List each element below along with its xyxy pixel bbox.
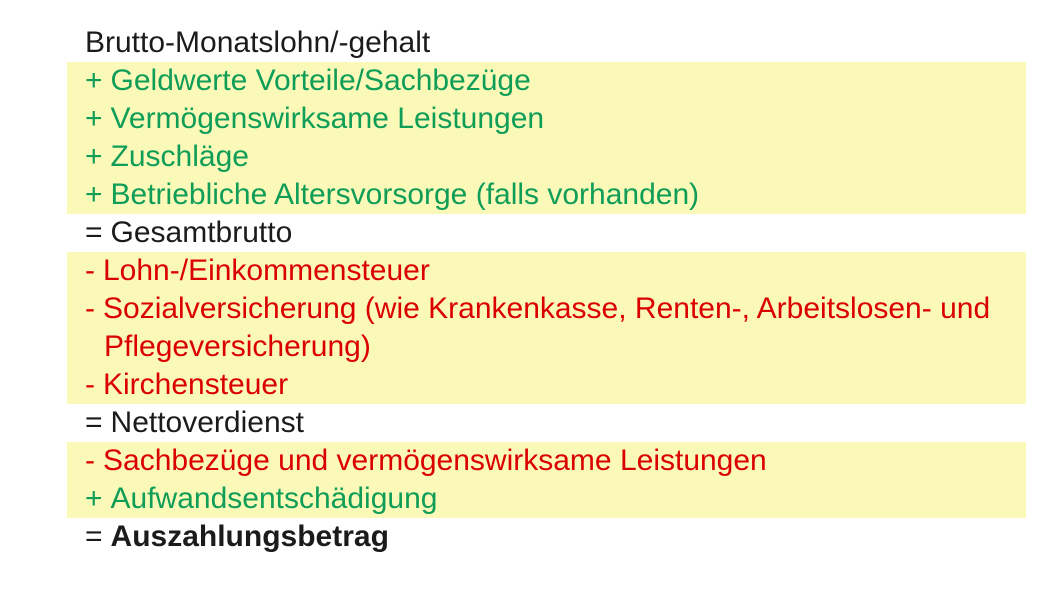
- line-text: Sachbezüge und vermögenswirksame Leistun…: [103, 444, 767, 477]
- group-brutto: Brutto-Monatslohn/-gehalt: [67, 24, 1026, 62]
- line-text: Lohn-/Einkommensteuer: [103, 254, 430, 287]
- plus-sign: +: [85, 140, 103, 173]
- group-nettoverdienst: = Nettoverdienst: [67, 404, 1026, 442]
- line-kirchensteuer: - Kirchensteuer: [67, 366, 1026, 404]
- line-text: Brutto-Monatslohn/-gehalt: [85, 26, 431, 59]
- line-vermoegenswirksame-leistungen: + Vermögenswirksame Leistungen: [67, 100, 1026, 138]
- group-auszahlungsbetrag: = Auszahlungsbetrag: [67, 518, 1026, 556]
- line-brutto-monatslohn: Brutto-Monatslohn/-gehalt: [67, 24, 1026, 62]
- line-text: Vermögenswirksame Leistungen: [110, 102, 545, 135]
- line-text: Gesamtbrutto: [110, 216, 293, 249]
- line-auszahlungsbetrag: = Auszahlungsbetrag: [67, 518, 1026, 556]
- minus-sign: -: [85, 368, 95, 401]
- minus-sign: -: [85, 292, 95, 325]
- minus-sign: -: [85, 444, 95, 477]
- group-deductions: - Lohn-/Einkommensteuer - Sozialversicheru…: [67, 252, 1026, 404]
- group-additions: + Geldwerte Vorteile/Sachbezüge + Vermögen…: [67, 62, 1026, 214]
- minus-sign: -: [85, 254, 95, 287]
- group-gesamtbrutto: = Gesamtbrutto: [67, 214, 1026, 252]
- line-sachbezuege-vwl: - Sachbezüge und vermögenswirksame Leistu…: [67, 442, 1026, 480]
- line-betriebliche-altersvorsorge: + Betriebliche Altersvorsorge (falls vorh…: [67, 176, 1026, 214]
- line-sozialversicherung: - Sozialversicherung (wie Krankenkasse, R…: [67, 290, 1026, 366]
- line-text: Kirchensteuer: [103, 368, 289, 401]
- line-geldwerte-vorteile: + Geldwerte Vorteile/Sachbezüge: [67, 62, 1026, 100]
- equals-sign: =: [85, 406, 103, 439]
- equals-sign: =: [85, 520, 103, 553]
- line-text: Auszahlungsbetrag: [110, 520, 389, 553]
- line-text: Sozialversicherung (wie Krankenkasse, Re…: [103, 292, 991, 363]
- line-text: Geldwerte Vorteile/Sachbezüge: [110, 64, 531, 97]
- line-gesamtbrutto: = Gesamtbrutto: [67, 214, 1026, 252]
- line-text: Betriebliche Altersvorsorge (falls vorha…: [110, 178, 700, 211]
- payroll-calculation-sheet: Brutto-Monatslohn/-gehalt + Geldwerte Vor…: [67, 24, 1026, 556]
- line-text: Zuschläge: [110, 140, 249, 173]
- line-nettoverdienst: = Nettoverdienst: [67, 404, 1026, 442]
- equals-sign: =: [85, 216, 103, 249]
- plus-sign: +: [85, 64, 103, 97]
- line-lohn-einkommensteuer: - Lohn-/Einkommensteuer: [67, 252, 1026, 290]
- plus-sign: +: [85, 482, 103, 515]
- line-zuschlaege: + Zuschläge: [67, 138, 1026, 176]
- plus-sign: +: [85, 102, 103, 135]
- line-text: Nettoverdienst: [110, 406, 304, 439]
- line-text: Aufwandsentschädigung: [110, 482, 438, 515]
- plus-sign: +: [85, 178, 103, 211]
- line-aufwandsentschaedigung: + Aufwandsentschädigung: [67, 480, 1026, 518]
- group-adjustments: - Sachbezüge und vermögenswirksame Leistu…: [67, 442, 1026, 518]
